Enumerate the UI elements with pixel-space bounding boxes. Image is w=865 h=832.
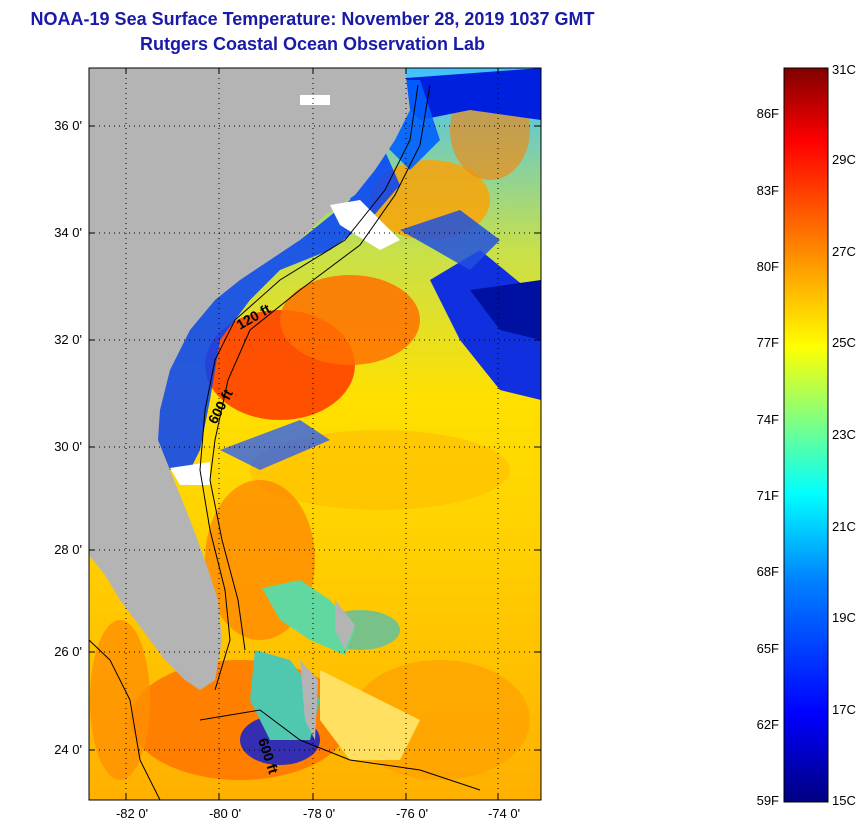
land-mainland (89, 68, 410, 690)
lon-label: -78 0' (302, 806, 336, 821)
lat-label: 30 0' (54, 439, 82, 454)
colorbar-c-label: 17C (832, 702, 856, 717)
colorbar-c-label: 27C (832, 244, 856, 259)
lon-label: -82 0' (115, 806, 149, 821)
colorbar-f-label: 86F (756, 106, 779, 121)
colorbar-c-label: 19C (832, 610, 856, 625)
colorbar-f-label: 62F (756, 717, 779, 732)
lat-label: 32 0' (54, 332, 82, 347)
colorbar-f-label: 59F (756, 793, 779, 808)
colorbar-c-label: 23C (832, 427, 856, 442)
colorbar-f-label: 74F (756, 412, 779, 427)
colorbar-f-label: 80F (756, 259, 779, 274)
map-title: NOAA-19 Sea Surface Temperature: Novembe… (30, 9, 595, 29)
map-subtitle: Rutgers Coastal Ocean Observation Lab (139, 34, 486, 54)
lat-label: 24 0' (54, 742, 82, 757)
colorbar-c-label: 25C (832, 335, 856, 350)
coastal-cold-band (140, 140, 400, 470)
lon-label: -76 0' (395, 806, 429, 821)
colorbar-f-label: 71F (756, 488, 779, 503)
lon-label: -74 0' (487, 806, 521, 821)
temperature-colorbar (783, 67, 829, 803)
lon-label: -80 0' (208, 806, 242, 821)
map-frame (88, 67, 542, 801)
lat-label: 34 0' (54, 225, 82, 240)
axis-ticks (89, 68, 541, 800)
lat-label: 26 0' (54, 644, 82, 659)
colorbar-c-label: 31C (832, 62, 856, 77)
lat-label: 36 0' (54, 118, 82, 133)
lat-label: 28 0' (54, 542, 82, 557)
colorbar-c-label: 29C (832, 152, 856, 167)
colorbar-c-label: 15C (832, 793, 856, 808)
colorbar-f-label: 77F (756, 335, 779, 350)
colorbar-f-label: 83F (756, 183, 779, 198)
colorbar-f-label: 65F (756, 641, 779, 656)
graticule (89, 68, 541, 800)
map-area (89, 68, 541, 800)
colorbar-c-label: 21C (832, 519, 856, 534)
colorbar-f-label: 68F (756, 564, 779, 579)
bahamas-banks (250, 580, 420, 760)
